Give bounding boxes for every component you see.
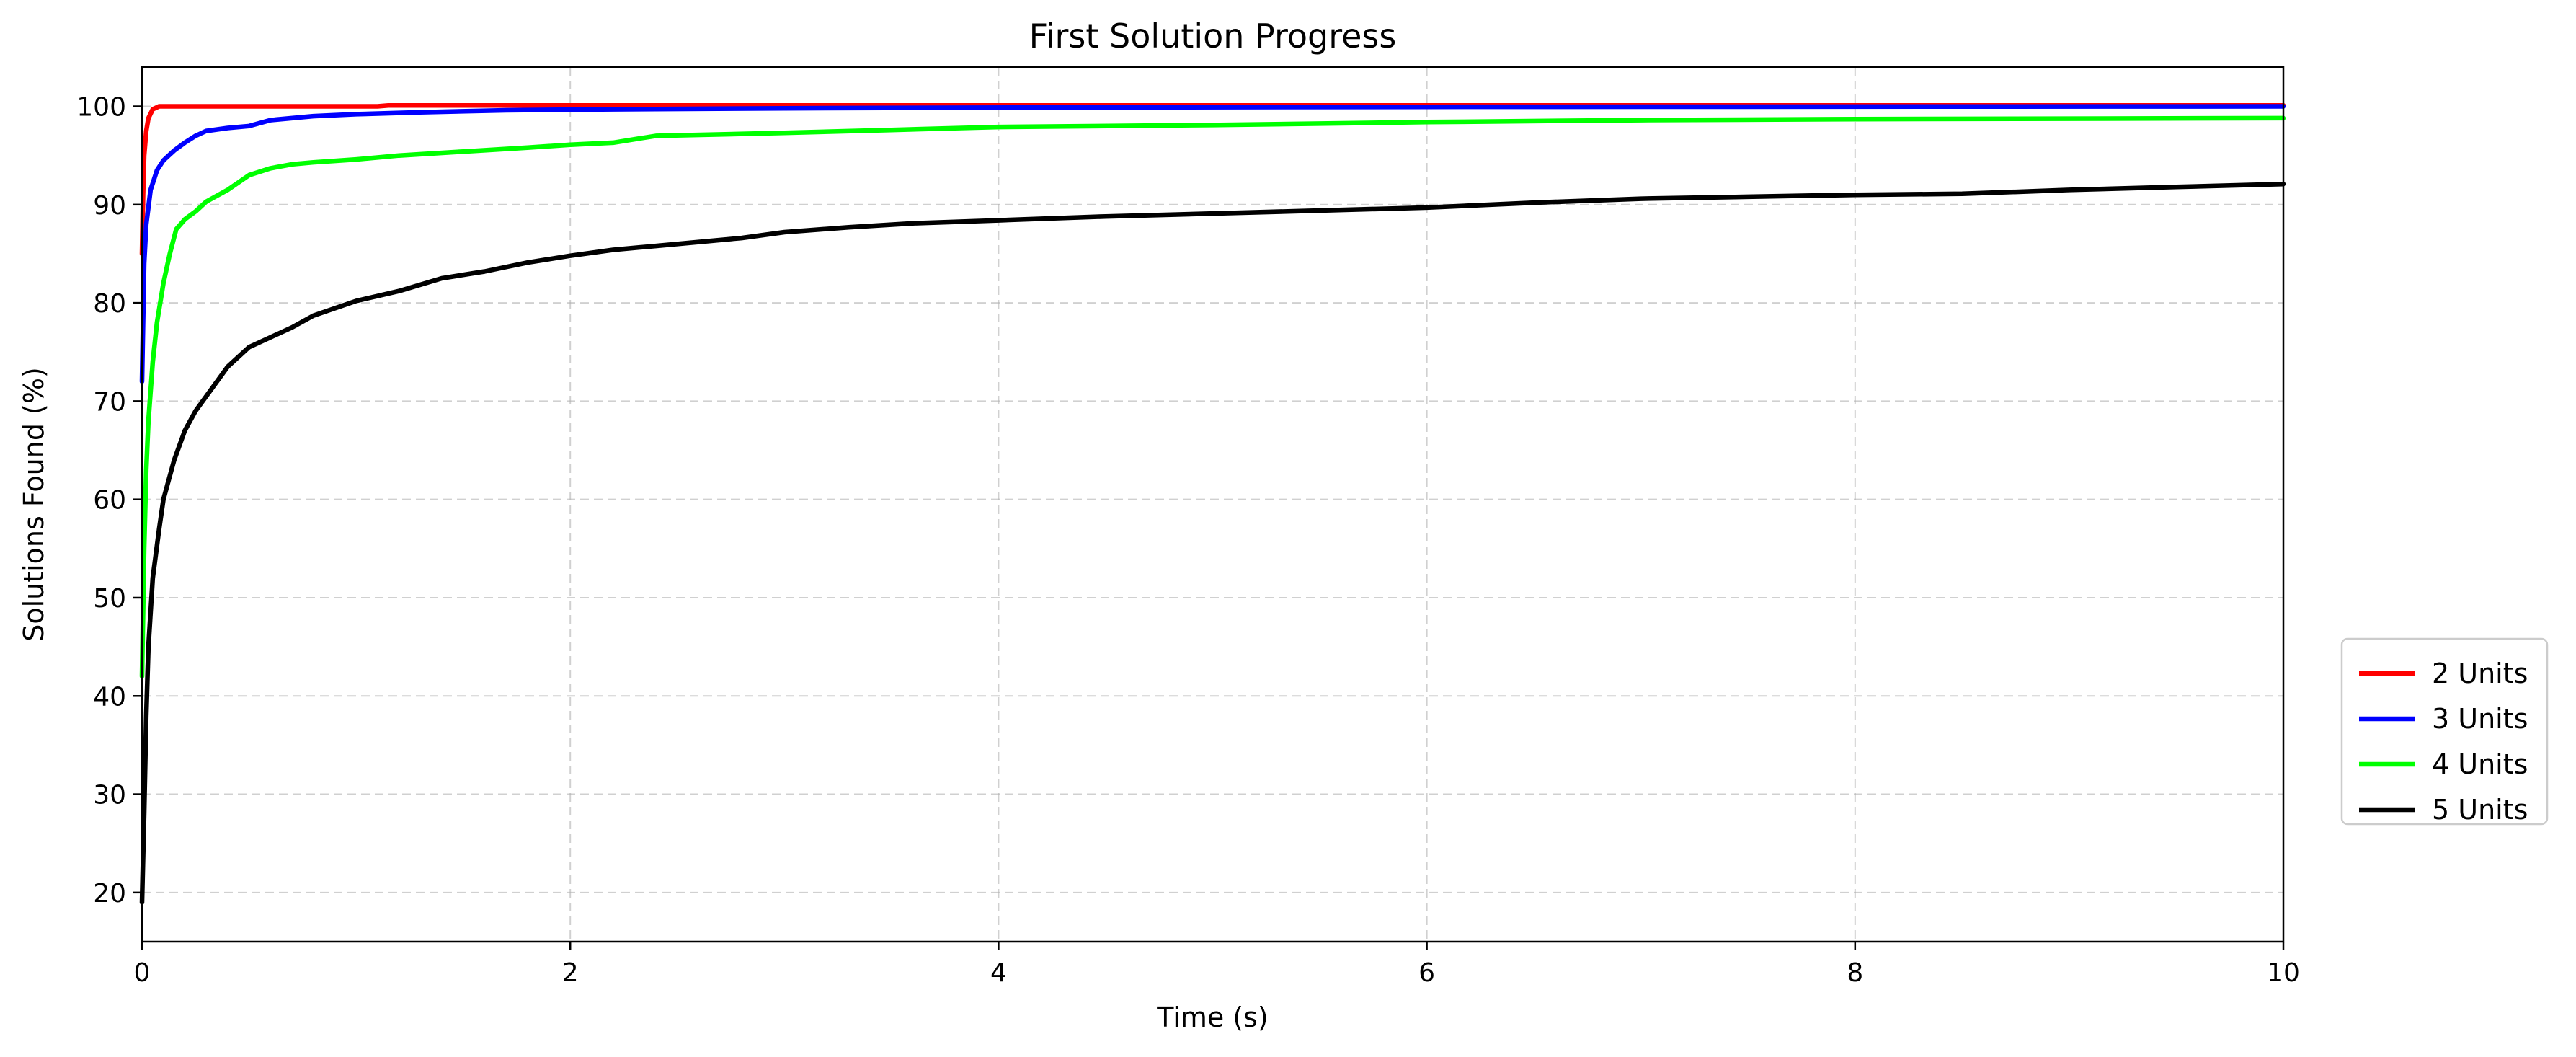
series-line-2 xyxy=(139,104,2286,384)
y-tick-label: 90 xyxy=(93,191,126,221)
y-tick-label: 30 xyxy=(93,781,126,810)
chart-title: First Solution Progress xyxy=(1029,17,1397,56)
y-axis-title: Solutions Found (%) xyxy=(18,367,50,642)
legend-label-1: 2 Units xyxy=(2432,658,2528,689)
series-line-3 xyxy=(139,115,2286,679)
x-tick-label: 6 xyxy=(1418,958,1435,988)
legend-label-2: 3 Units xyxy=(2432,703,2528,735)
series-line-4 xyxy=(139,181,2286,905)
y-tick-label: 100 xyxy=(76,93,126,123)
y-tick-label: 20 xyxy=(93,879,126,908)
legend-label-3: 4 Units xyxy=(2432,748,2528,780)
x-tick-label: 4 xyxy=(990,958,1007,988)
legend-label-4: 5 Units xyxy=(2432,794,2528,826)
x-tick-label: 2 xyxy=(562,958,579,988)
x-tick-label: 10 xyxy=(2267,958,2300,988)
x-tick-label: 8 xyxy=(1847,958,1863,988)
ticks-layer: 0 2 4 6 8 10 20 30 40 50 60 70 80 90 100 xyxy=(76,93,2300,988)
series-line-1 xyxy=(139,102,2286,257)
y-tick-label: 80 xyxy=(93,289,126,319)
y-tick-label: 50 xyxy=(93,584,126,614)
y-tick-label: 40 xyxy=(93,682,126,712)
plot-frame xyxy=(141,66,2285,943)
legend-box xyxy=(2340,637,2549,826)
x-tick-label: 0 xyxy=(134,958,151,988)
legend: 2 Units 3 Units 4 Units 5 Units xyxy=(2340,637,2549,826)
series-layer xyxy=(139,102,2286,905)
y-tick-label: 70 xyxy=(93,387,126,417)
x-axis-title: Time (s) xyxy=(1156,1001,1269,1033)
y-tick-label: 60 xyxy=(93,486,126,516)
